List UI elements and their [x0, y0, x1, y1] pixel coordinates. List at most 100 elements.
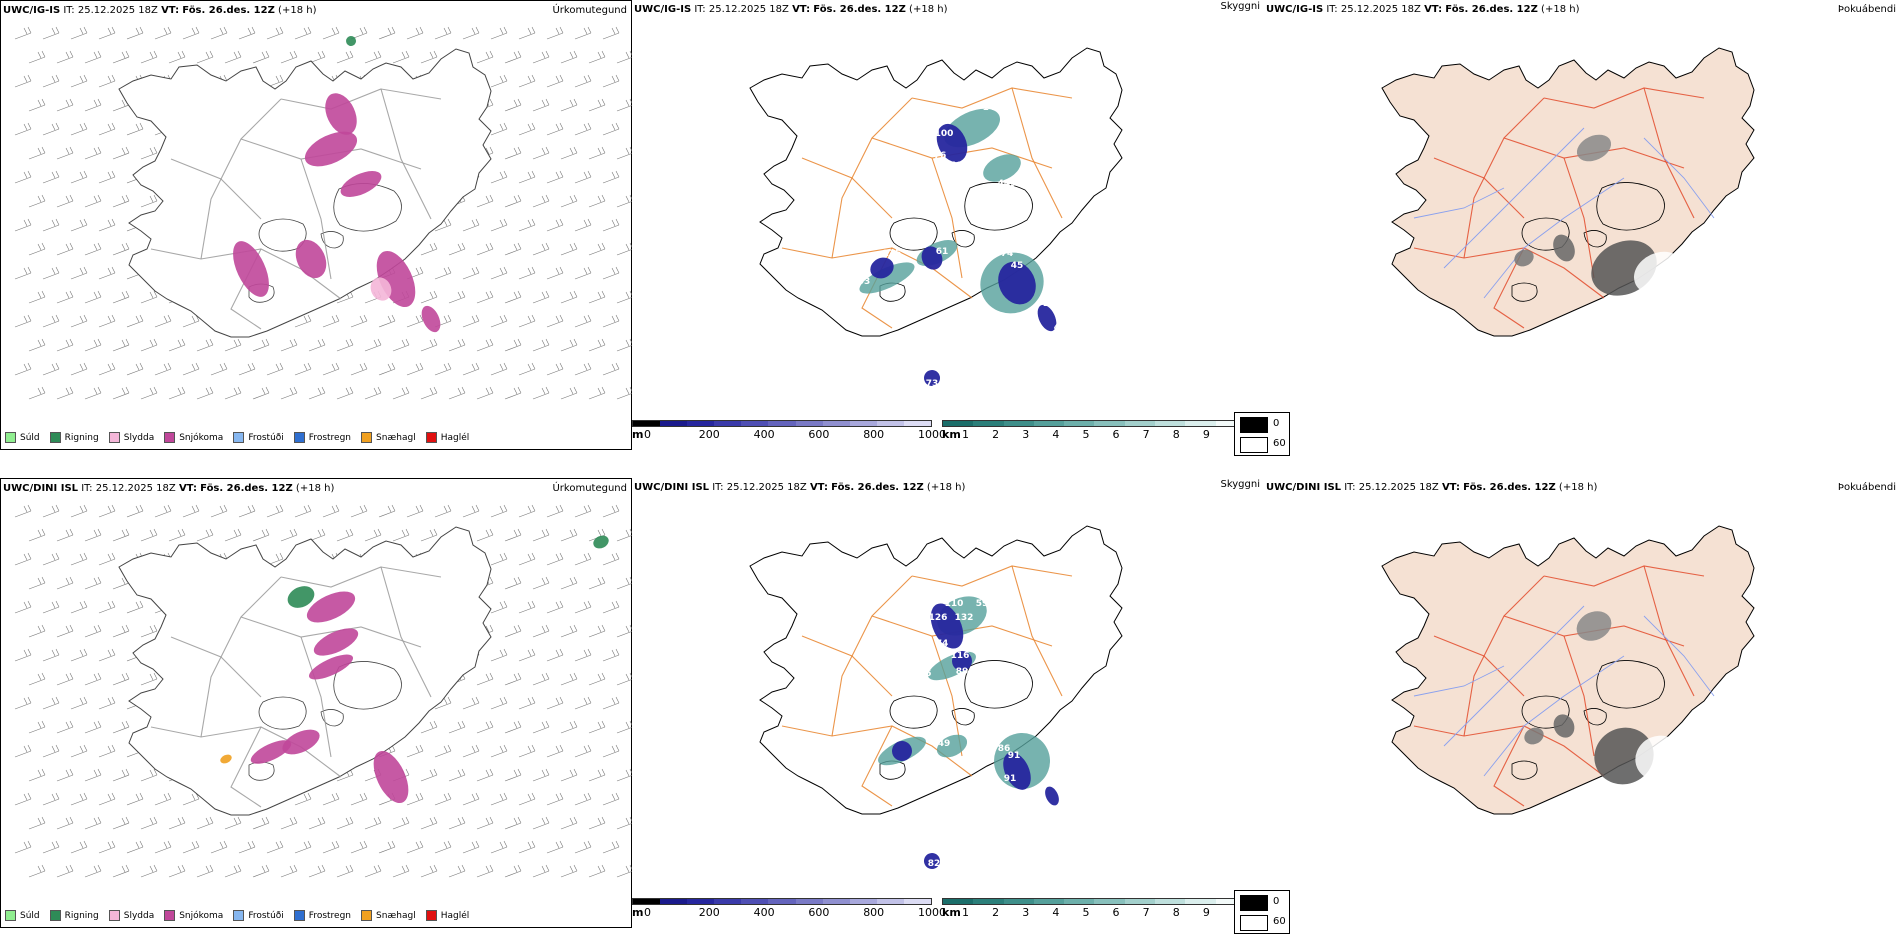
colorbar-segment — [633, 421, 661, 426]
legend-item-rigning: Rigning — [49, 910, 99, 921]
legend-swatch — [49, 910, 61, 921]
legend-swatch — [164, 432, 176, 443]
legend-label: Haglél — [440, 910, 470, 921]
colorbar-tick: 3 — [1022, 428, 1030, 441]
colorbar-segment — [943, 421, 974, 426]
ceiling-value-label: 89 — [956, 667, 969, 677]
colorbar-segment — [741, 899, 769, 904]
panel-title: Þokuábendi — [1837, 4, 1896, 15]
colorbar-segment — [876, 899, 904, 904]
fog-area — [1576, 134, 1612, 162]
snowfall-area — [282, 729, 320, 755]
colorbar-segment — [741, 421, 769, 426]
river-network — [1413, 605, 1715, 777]
it-label: IT: — [694, 4, 706, 15]
fog-area — [1576, 611, 1612, 641]
panel-header: UWC/IG-IS IT: 25.12.2025 18Z VT: Fös. 26… — [1266, 4, 1579, 15]
snowfall-area — [306, 591, 356, 623]
model-name: UWC/DINI ISL — [3, 483, 79, 494]
it-value: 25.12.2025 18Z — [1358, 482, 1439, 493]
colorbar-tick: 600 — [808, 906, 830, 919]
colorbar-segment — [973, 421, 1004, 426]
colorbar-unit: m — [632, 906, 644, 919]
model-name: UWC/DINI ISL — [634, 482, 710, 493]
panel-header: UWC/IG-IS IT: 25.12.2025 18Z VT: Fös. 26… — [634, 4, 947, 15]
forecast-row: UWC/IG-IS IT: 25.12.2025 18Z VT: Fös. 26… — [0, 0, 1900, 460]
fog-map — [1381, 525, 1755, 815]
colorbar-segment — [1215, 421, 1246, 426]
colorbar-tick: 1000 — [918, 906, 946, 919]
ceiling-value-label: 61 — [936, 247, 949, 257]
ceiling-value-label: 86 — [998, 744, 1011, 754]
rain-area — [346, 36, 356, 46]
precip-legend: Súld Rigning Slydda Snjókoma Frostúði Frostre… — [5, 910, 469, 921]
legend-swatch — [293, 910, 305, 921]
colorbar-tick: 200 — [698, 428, 720, 441]
legend-label: Súld — [20, 432, 40, 443]
snowfall-area — [304, 131, 358, 167]
colorbar-segment — [795, 421, 823, 426]
model-name: UWC/IG-IS — [3, 5, 61, 16]
colorbar-tick: 5 — [1082, 906, 1090, 919]
legend-item-súld: Súld — [5, 910, 40, 921]
legend-item-slydda: Slydda — [108, 432, 154, 443]
colorbar-segment — [1185, 421, 1216, 426]
colorbar-segment — [1094, 899, 1125, 904]
snowfall-area — [308, 654, 354, 680]
fog-swatch-low — [1240, 417, 1268, 433]
panel-header: UWC/DINI ISL IT: 25.12.2025 18Z VT: Fös.… — [634, 482, 965, 493]
ceiling-value-label: 100 — [935, 129, 954, 139]
iceland-outline — [1381, 47, 1755, 337]
legend-swatch — [5, 910, 16, 921]
legend-item-rigning: Rigning — [49, 432, 99, 443]
legend-item-haglél: Haglél — [425, 910, 470, 921]
low-ceiling-area — [892, 741, 912, 761]
it-label: IT: — [1326, 4, 1338, 15]
it-label: IT: — [712, 482, 724, 493]
ceiling-value-label: 132 — [955, 613, 974, 623]
legend-item-snæhagl: Snæhagl — [361, 432, 416, 443]
fog-tick-low: 0 — [1273, 896, 1280, 907]
fog-area — [1553, 714, 1575, 738]
legend-item-haglél: Haglél — [425, 432, 469, 443]
colorbar-tick: 4 — [1052, 428, 1060, 441]
colorbar-segment — [876, 421, 904, 426]
ceiling-value-label: 126 — [929, 613, 948, 623]
colorbar-segment — [1003, 421, 1034, 426]
vt-label: VT: — [1424, 4, 1443, 15]
colorbar-tick: 4 — [1052, 906, 1060, 919]
ceiling-value-label: 91 — [1004, 774, 1017, 784]
vt-label: VT: — [809, 482, 828, 493]
colorbar-segment — [822, 899, 850, 904]
legend-swatch — [361, 432, 373, 443]
colorbar-tick: 2 — [992, 906, 1000, 919]
river-network — [1413, 127, 1715, 299]
ceiling-value-label: 117 — [1043, 299, 1062, 309]
precip-map — [14, 504, 634, 878]
vt-label: VT: — [161, 5, 180, 16]
colorbar-segment — [1185, 899, 1216, 904]
it-label: IT: — [81, 483, 93, 494]
colorbar-segment — [1124, 899, 1156, 904]
colorbar-strip — [632, 898, 932, 905]
colorbar-segment — [714, 899, 742, 904]
colorbar-strip — [942, 420, 1247, 427]
colorbar-segment — [795, 899, 823, 904]
colorbar-tick: 5 — [1082, 428, 1090, 441]
snowfall-area — [421, 305, 441, 333]
precip-type-panel: UWC/DINI ISL IT: 25.12.2025 18Z VT: Fös.… — [0, 478, 634, 928]
legend-label: Frostúði — [248, 910, 284, 921]
it-value: 25.12.2025 18Z — [77, 5, 158, 16]
fog-colorbar: 0 60 — [1234, 412, 1290, 456]
colorbar-tick: 200 — [698, 906, 720, 919]
legend-swatch — [233, 910, 245, 921]
low-visibility-area — [983, 154, 1021, 182]
low-ceiling-area — [930, 603, 964, 649]
fog-area — [1514, 249, 1534, 267]
ceiling-value-label: 96 — [914, 269, 927, 279]
vt-label: VT: — [792, 4, 811, 15]
legend-swatch — [293, 432, 305, 443]
legend-item-frostúði: Frostúði — [233, 432, 284, 443]
colorbar-segment — [903, 421, 932, 426]
colorbar-tick: 6 — [1112, 906, 1120, 919]
